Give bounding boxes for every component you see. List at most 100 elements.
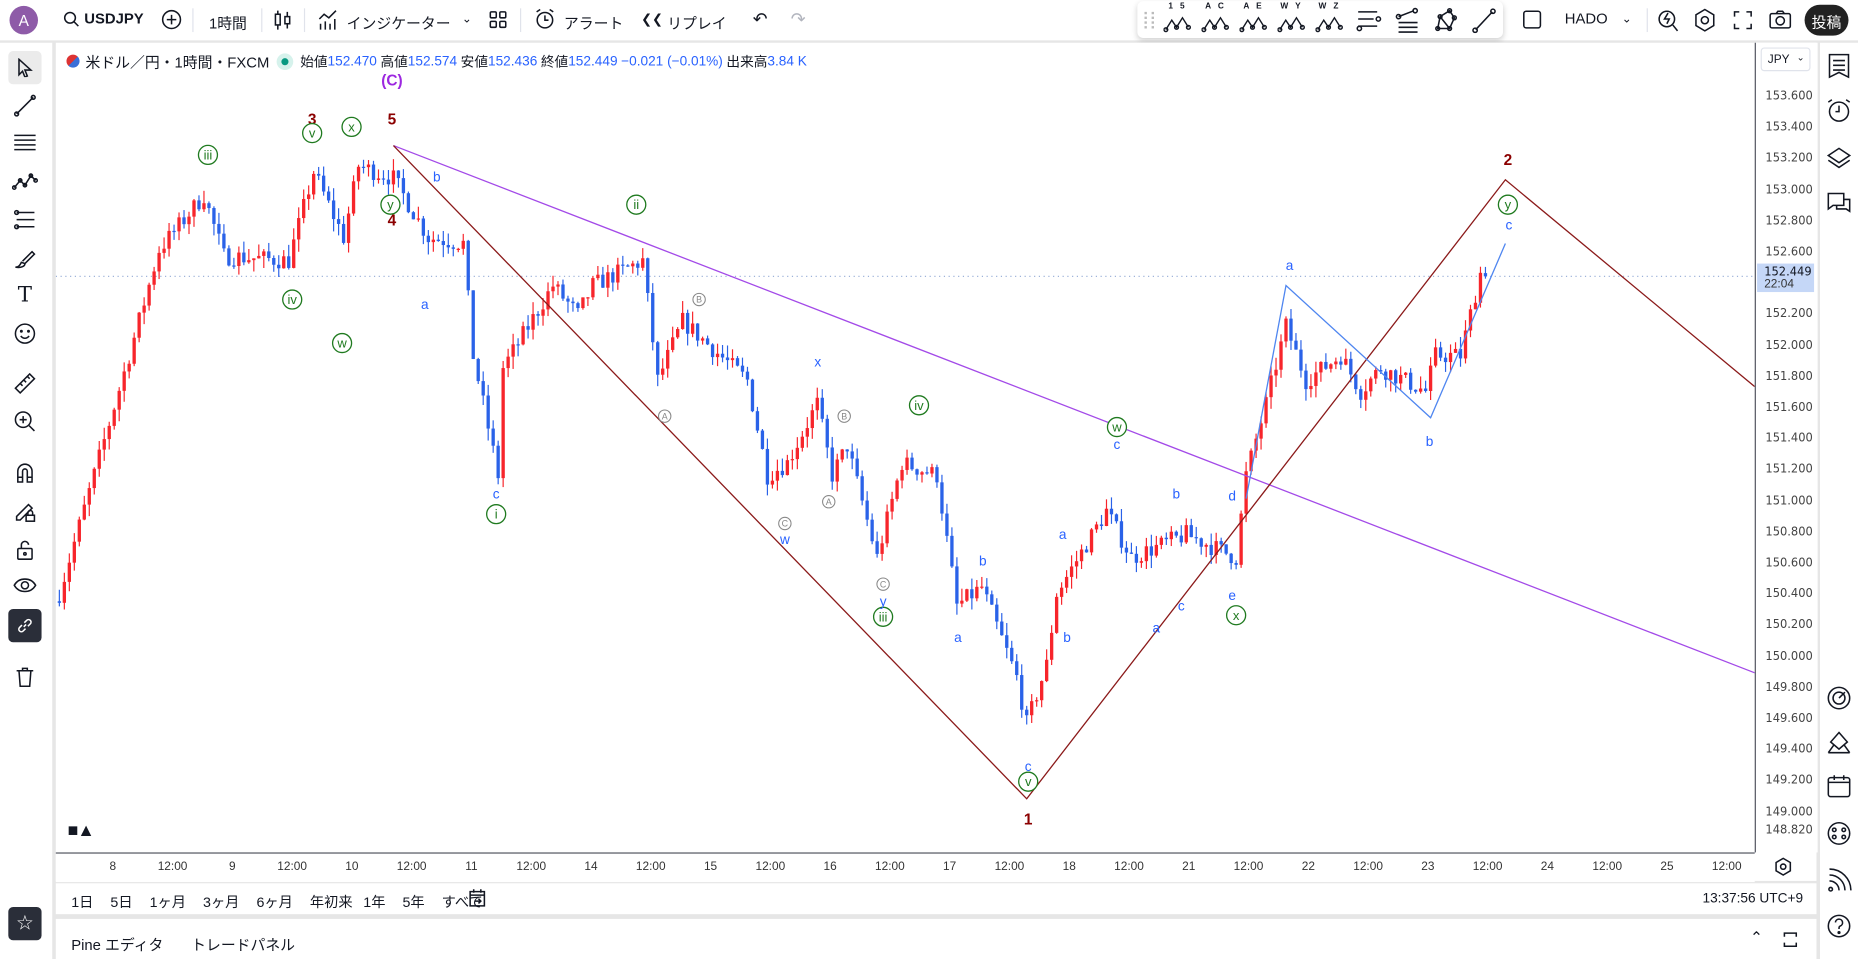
wave-label-minute[interactable]: a	[1286, 258, 1294, 273]
stay-in-drawing-mode-icon[interactable]	[13, 500, 37, 524]
chevron-down-icon[interactable]: ⌄	[461, 13, 472, 27]
wave-label-sub[interactable]: A	[822, 495, 836, 509]
double-combo-wave-tool[interactable]: W Y	[1280, 2, 1304, 11]
interval-button[interactable]: 1時間	[208, 15, 247, 33]
wave-label-minute[interactable]: a	[1059, 527, 1067, 542]
symbol-search-button[interactable]: USDJPY	[84, 10, 144, 28]
correction-wave-tool[interactable]: A C	[1205, 2, 1227, 11]
wave-label-minor[interactable]: y	[380, 194, 401, 215]
tab-pine-editor[interactable]: Pine エディタ	[71, 936, 164, 954]
chart-type-square-icon[interactable]	[1522, 9, 1542, 29]
indicators-icon[interactable]	[318, 9, 339, 30]
wave-label-minute[interactable]: a	[954, 630, 962, 645]
alarm-icon[interactable]	[534, 8, 555, 31]
range-3[interactable]: 3ヶ月	[203, 893, 240, 911]
wave-label-minor[interactable]: x	[1225, 605, 1247, 626]
user-avatar[interactable]: A	[9, 5, 38, 35]
tab-trade-panel[interactable]: トレードパネル	[191, 936, 296, 954]
wave-label-primary[interactable]: 3	[308, 112, 317, 129]
network-icon[interactable]	[1826, 820, 1852, 846]
wave-label-minute[interactable]: e	[1228, 588, 1236, 603]
settings-icon[interactable]	[1694, 8, 1715, 32]
wave-label-minute[interactable]: b	[979, 554, 987, 569]
replay-button[interactable]: リプレイ	[667, 15, 727, 33]
alerts-icon[interactable]	[1826, 97, 1852, 123]
magnet-icon[interactable]	[13, 461, 37, 485]
alert-button[interactable]: アラート	[563, 15, 624, 33]
wave-label-minor[interactable]: iv	[282, 289, 303, 310]
currency-select[interactable]: JPY ⌄	[1760, 47, 1811, 72]
publish-button[interactable]: 投稿	[1804, 4, 1849, 36]
wave-label-sub[interactable]: B	[837, 409, 851, 423]
wave-label-minor[interactable]: iv	[908, 395, 930, 416]
price-axis[interactable]: JPY ⌄ 153.600 153.400 153.200 153.000 152.800…	[1754, 42, 1818, 853]
wave-label-c[interactable]: (C)	[381, 73, 402, 90]
fib-tool-icon[interactable]	[13, 131, 37, 155]
rss-icon[interactable]	[1826, 868, 1852, 894]
market-status-icon[interactable]	[276, 52, 294, 70]
trendline[interactable]	[393, 144, 1755, 674]
wave-label-minute[interactable]: b	[1063, 630, 1071, 645]
range-0[interactable]: 1日	[71, 893, 94, 911]
wave-label-minute[interactable]: x	[814, 355, 821, 370]
tradingview-logo[interactable]: ■▲	[67, 820, 95, 841]
ideas-icon[interactable]	[1826, 730, 1852, 756]
chart-panel[interactable]	[55, 42, 1817, 881]
trend-line-icon[interactable]	[1471, 7, 1497, 34]
wave-label-minor[interactable]: i	[486, 504, 507, 525]
text-tool-icon[interactable]: T	[17, 281, 33, 307]
wave-label-minute[interactable]: y	[880, 594, 887, 609]
wave-label-minor[interactable]: iii	[872, 606, 894, 627]
indicators-button[interactable]: インジケーター	[346, 15, 451, 33]
range-7[interactable]: 5年	[402, 893, 425, 911]
wave-label-primary[interactable]: 5	[388, 112, 397, 129]
hotlist-icon[interactable]	[1826, 685, 1852, 711]
layout-grid-icon[interactable]	[489, 11, 507, 29]
lock-icon[interactable]	[13, 538, 37, 562]
fib-retracement-icon[interactable]	[1356, 7, 1382, 33]
symbol-title[interactable]: 米ドル／円・1時間・FXCM	[85, 54, 270, 72]
wave-label-minor[interactable]: w	[1106, 416, 1128, 438]
wave-label-minute[interactable]: c	[1178, 599, 1185, 614]
trend-line-tool-icon[interactable]	[13, 94, 37, 118]
wave-label-minute[interactable]: b	[1426, 434, 1434, 449]
add-symbol-icon[interactable]	[161, 9, 182, 30]
wave-label-sub[interactable]: C	[778, 516, 792, 531]
wave-label-minute[interactable]: a	[421, 297, 429, 312]
undo-icon[interactable]: ↶	[752, 9, 768, 30]
candle-style-icon[interactable]	[273, 9, 292, 30]
layers-icon[interactable]	[1826, 145, 1852, 171]
wave-label-minute[interactable]: c	[1114, 437, 1121, 452]
time-axis[interactable]: 8 12:00 9 12:00 10 12:00 11 12:00 14 12:00 15 12:00…	[55, 852, 1755, 883]
wave-label-sub[interactable]: C	[876, 577, 890, 591]
wave-label-minor[interactable]: iii	[197, 144, 219, 166]
search-icon[interactable]	[63, 11, 80, 28]
eye-icon[interactable]	[13, 573, 37, 597]
wave-label-minute[interactable]: c	[1505, 218, 1512, 233]
wave-label-minute[interactable]: c	[493, 487, 500, 502]
replay-icon[interactable]: ❮❮	[641, 13, 663, 28]
chevron-up-icon[interactable]: ⌃	[1749, 928, 1763, 947]
layout-name-button[interactable]: HADO	[1564, 10, 1608, 28]
range-1[interactable]: 5日	[110, 893, 133, 911]
chat-icon[interactable]	[1826, 191, 1852, 217]
wave-label-minor[interactable]: y	[1497, 194, 1519, 215]
chart-settings-icon[interactable]	[1774, 857, 1793, 876]
maximize-panel-icon[interactable]	[1783, 932, 1798, 947]
ruler-icon[interactable]	[13, 372, 37, 396]
emoji-tool-icon[interactable]	[13, 322, 37, 346]
minor-zigzag[interactable]	[1245, 243, 1506, 499]
watchlist-icon[interactable]	[1826, 53, 1852, 79]
triangle-wave-tool[interactable]: A E	[1243, 2, 1265, 11]
wave-label-minor[interactable]: v	[1018, 771, 1039, 792]
wave-label-primary[interactable]: 1	[1024, 811, 1033, 828]
fullscreen-icon[interactable]	[1733, 11, 1752, 30]
wave-label-minute[interactable]: b	[1173, 487, 1181, 502]
zoom-in-icon[interactable]	[13, 410, 37, 434]
redo-icon[interactable]: ↷	[790, 9, 806, 30]
goto-date-icon[interactable]	[467, 888, 488, 909]
range-5[interactable]: 年初来	[309, 893, 353, 911]
wave-label-minor[interactable]: x	[341, 116, 362, 138]
link-icon[interactable]	[8, 609, 42, 643]
